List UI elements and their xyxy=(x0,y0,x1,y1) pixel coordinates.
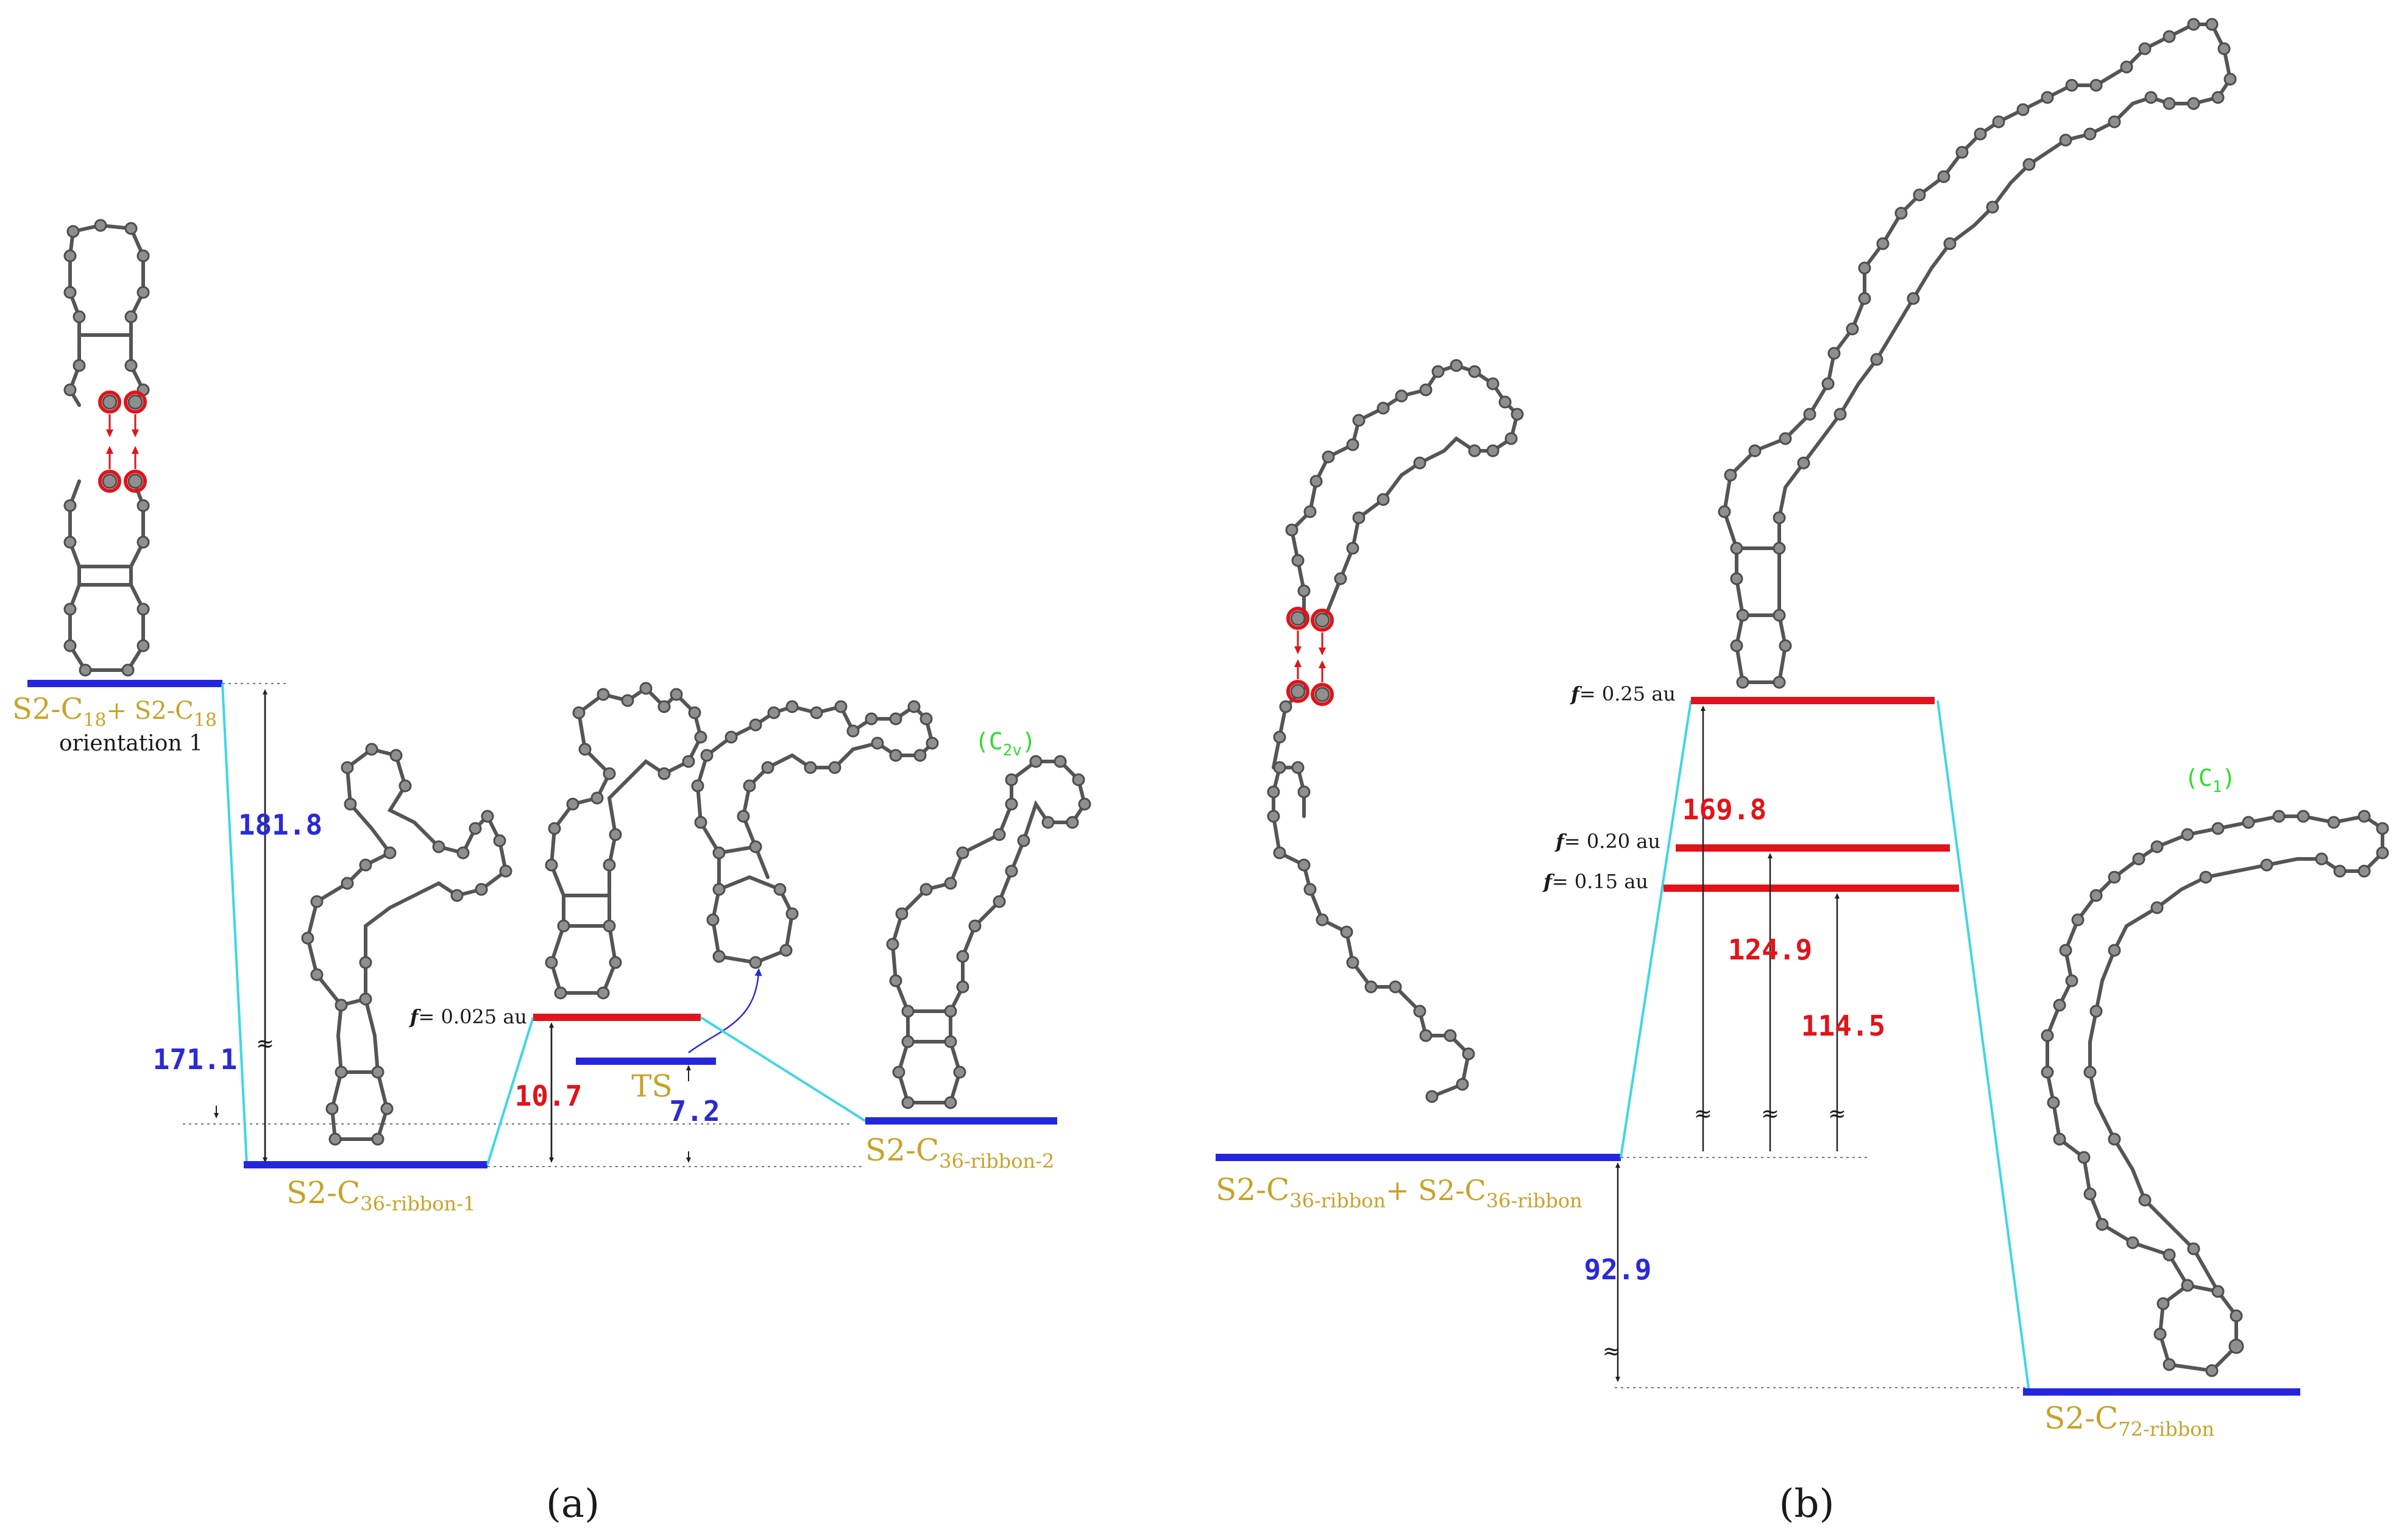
energy-114: 114.5 xyxy=(1801,1009,1885,1042)
energy-92: 92.9 xyxy=(1584,1253,1652,1286)
ribbon-2-label: S2-C36-ribbon-2 xyxy=(865,1132,1054,1173)
energy-169: 169.8 xyxy=(1682,793,1766,826)
approx-symbol-b1: ≈ xyxy=(1603,1339,1621,1364)
molecule-c18-dimer xyxy=(63,219,150,677)
product-label: S2-C72-ribbon xyxy=(2044,1400,2214,1441)
molecule-c36-dimer xyxy=(1267,359,1524,1103)
reactants-label-b: S2-C36-ribbon+ S2-C36-ribbon xyxy=(1216,1172,1582,1212)
f-label-a: f= 0.025 au xyxy=(409,1005,527,1028)
symmetry-c1: (C1) xyxy=(2184,765,2236,796)
f-label-b1: f= 0.25 au xyxy=(1570,682,1676,705)
symmetry-c2v: (C2v) xyxy=(975,728,1036,760)
approx-symbol-b2: ≈ xyxy=(1694,1101,1712,1126)
ts-label: TS xyxy=(631,1068,673,1104)
orientation-label: orientation 1 xyxy=(59,731,203,756)
f-label-b2: f= 0.20 au xyxy=(1554,830,1660,853)
panel-b: S2-C36-ribbon+ S2-C36-ribbon 92.9 ≈ f= 0… xyxy=(1216,18,2389,1527)
f-label-b3: f= 0.15 au xyxy=(1542,870,1648,893)
caption-b: (b) xyxy=(1779,1482,1835,1527)
caption-a: (a) xyxy=(546,1482,600,1527)
energy-10: 10.7 xyxy=(515,1079,583,1112)
molecule-ts xyxy=(691,700,939,969)
energy-124: 124.9 xyxy=(1728,933,1812,966)
energy-181: 181.8 xyxy=(238,808,322,841)
approx-symbol-b4: ≈ xyxy=(1828,1101,1846,1126)
energy-7: 7.2 xyxy=(669,1095,720,1128)
approx-symbol-a1: ≈ xyxy=(256,1031,274,1056)
molecule-ribbon-1 xyxy=(301,743,512,1146)
reactants-label-a: S2-C18+ S2-C18 xyxy=(12,692,217,731)
molecule-excited-a xyxy=(545,682,707,1000)
ribbon-1-label: S2-C36-ribbon-1 xyxy=(286,1175,475,1215)
panel-a: S2-C18+ S2-C18 orientation 1 ≈ 181.8 171… xyxy=(12,219,1091,1527)
molecule-ribbon-2 xyxy=(886,755,1091,1109)
energy-171: 171.1 xyxy=(153,1043,237,1076)
molecule-c72-product xyxy=(2041,810,2389,1377)
approx-symbol-b3: ≈ xyxy=(1761,1101,1779,1126)
molecule-c72-excited xyxy=(1718,18,2237,689)
